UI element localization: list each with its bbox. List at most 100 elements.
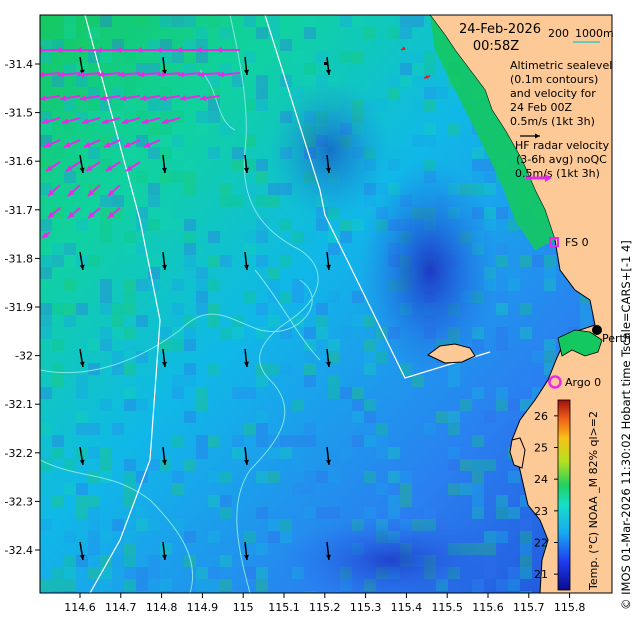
colorbar: 26 25 24 23 22 21 Temp. (°C) NOAA _M 82% ql>=… — [534, 399, 600, 591]
sst-pixel — [40, 387, 52, 399]
altimetry-legend-line-5: 0.5m/s (1kt 3h) — [510, 115, 595, 128]
altimetry-arrow-head — [79, 459, 85, 465]
sst-pixel — [436, 87, 448, 99]
sst-pixel — [136, 399, 148, 411]
sst-pixel — [316, 507, 328, 519]
sst-pixel — [496, 507, 508, 519]
sst-pixel — [340, 327, 352, 339]
sst-pixel — [76, 387, 88, 399]
sst-pixel — [208, 471, 220, 483]
sst-pixel — [340, 15, 352, 27]
sst-pixel — [520, 591, 532, 593]
sst-pixel — [232, 447, 244, 459]
sst-pixel — [520, 519, 532, 531]
sst-pixel — [340, 219, 352, 231]
y-tick-label: -31.5 — [5, 107, 33, 120]
sst-pixel — [304, 435, 316, 447]
y-axis-ticks: -31.4 -31.5 -31.6 -31.7 -31.8 -31.9 -32 -32.1 -3… — [5, 58, 40, 557]
map-time: 00:58Z — [473, 39, 519, 54]
hf-arrow-head — [162, 118, 169, 125]
sst-pixel — [280, 255, 292, 267]
sst-pixel — [256, 231, 268, 243]
sst-pixel — [532, 351, 544, 363]
sst-pixel — [304, 15, 316, 27]
sst-pixel — [256, 579, 268, 591]
sst-pixel — [256, 423, 268, 435]
sst-pixel — [100, 99, 112, 111]
sst-pixel — [544, 255, 556, 267]
sealevel-contours — [40, 15, 321, 593]
sst-pixel — [148, 195, 160, 207]
sst-pixel — [76, 447, 88, 459]
sst-pixel — [184, 219, 196, 231]
sst-pixel — [100, 459, 112, 471]
sst-pixel — [364, 471, 376, 483]
sst-pixel — [196, 39, 208, 51]
y-tick-label: -32.1 — [5, 398, 33, 411]
x-tick-label: 115.7 — [513, 601, 545, 614]
sst-pixel — [352, 411, 364, 423]
sst-pixel — [232, 159, 244, 171]
sst-pixel — [328, 471, 340, 483]
sst-pixel — [412, 51, 424, 63]
sst-pixel — [292, 51, 304, 63]
sst-pixel — [280, 363, 292, 375]
sst-pixel — [52, 303, 64, 315]
sst-pixel — [292, 459, 304, 471]
sst-pixel — [472, 459, 484, 471]
altimetry-arrow-head — [79, 361, 85, 367]
sst-pixel — [76, 555, 88, 567]
sst-pixel — [496, 387, 508, 399]
sst-pixel — [124, 579, 136, 591]
sst-pixel — [64, 567, 76, 579]
sst-pixel — [76, 411, 88, 423]
sst-pixel — [88, 51, 100, 63]
sst-pixel — [424, 99, 436, 111]
altimetry-arrow-head — [161, 459, 167, 465]
hf-arrow-head — [68, 211, 75, 218]
sst-pixel — [40, 519, 52, 531]
sst-pixel — [196, 279, 208, 291]
sst-pixel — [76, 531, 88, 543]
x-axis-ticks: 114.6 114.7 114.8 114.9 115 115.1 115.2 115.3 11… — [64, 593, 585, 614]
sst-pixel — [172, 339, 184, 351]
sst-pixel — [244, 291, 256, 303]
contour-line — [40, 459, 194, 593]
sst-pixel — [472, 471, 484, 483]
x-tick-label: 115.2 — [309, 601, 341, 614]
sst-pixel — [484, 411, 496, 423]
sst-pixel — [100, 111, 112, 123]
hf-arrow-head — [176, 47, 182, 53]
hf-arrow-head — [198, 71, 205, 78]
hf-legend-line-2: (3-6h avg) noQC — [516, 153, 607, 166]
sst-pixel — [100, 579, 112, 591]
sst-pixel — [520, 375, 532, 387]
sst-pixel — [508, 399, 520, 411]
sst-pixel — [400, 51, 412, 63]
sst-pixel — [268, 531, 280, 543]
sst-pixel — [172, 171, 184, 183]
sst-pixel — [64, 75, 76, 87]
sst-pixel — [316, 471, 328, 483]
sst-pixel — [184, 459, 196, 471]
sst-pixel — [292, 435, 304, 447]
sst-pixel — [136, 375, 148, 387]
y-tick-label: -32.3 — [5, 495, 33, 508]
sst-pixel — [424, 507, 436, 519]
colorbar-label: Temp. (°C) NOAA _M 82% ql>=2 — [587, 411, 600, 591]
x-tick-label: 115.8 — [554, 601, 586, 614]
hf-arrow-head — [136, 47, 142, 53]
sst-pixel — [112, 315, 124, 327]
sst-pixel — [460, 483, 472, 495]
sst-pixel — [364, 435, 376, 447]
garden-island — [509, 437, 526, 469]
sst-pixel — [424, 51, 436, 63]
sst-pixel — [52, 75, 64, 87]
sst-pixel — [280, 519, 292, 531]
sst-pixel — [172, 483, 184, 495]
hf-arrow-head — [102, 118, 109, 125]
argo0-label: Argo 0 — [565, 376, 601, 389]
fs0-marker — [549, 237, 559, 247]
sst-pixel — [100, 339, 112, 351]
altimetry-arrow-head — [161, 167, 167, 173]
